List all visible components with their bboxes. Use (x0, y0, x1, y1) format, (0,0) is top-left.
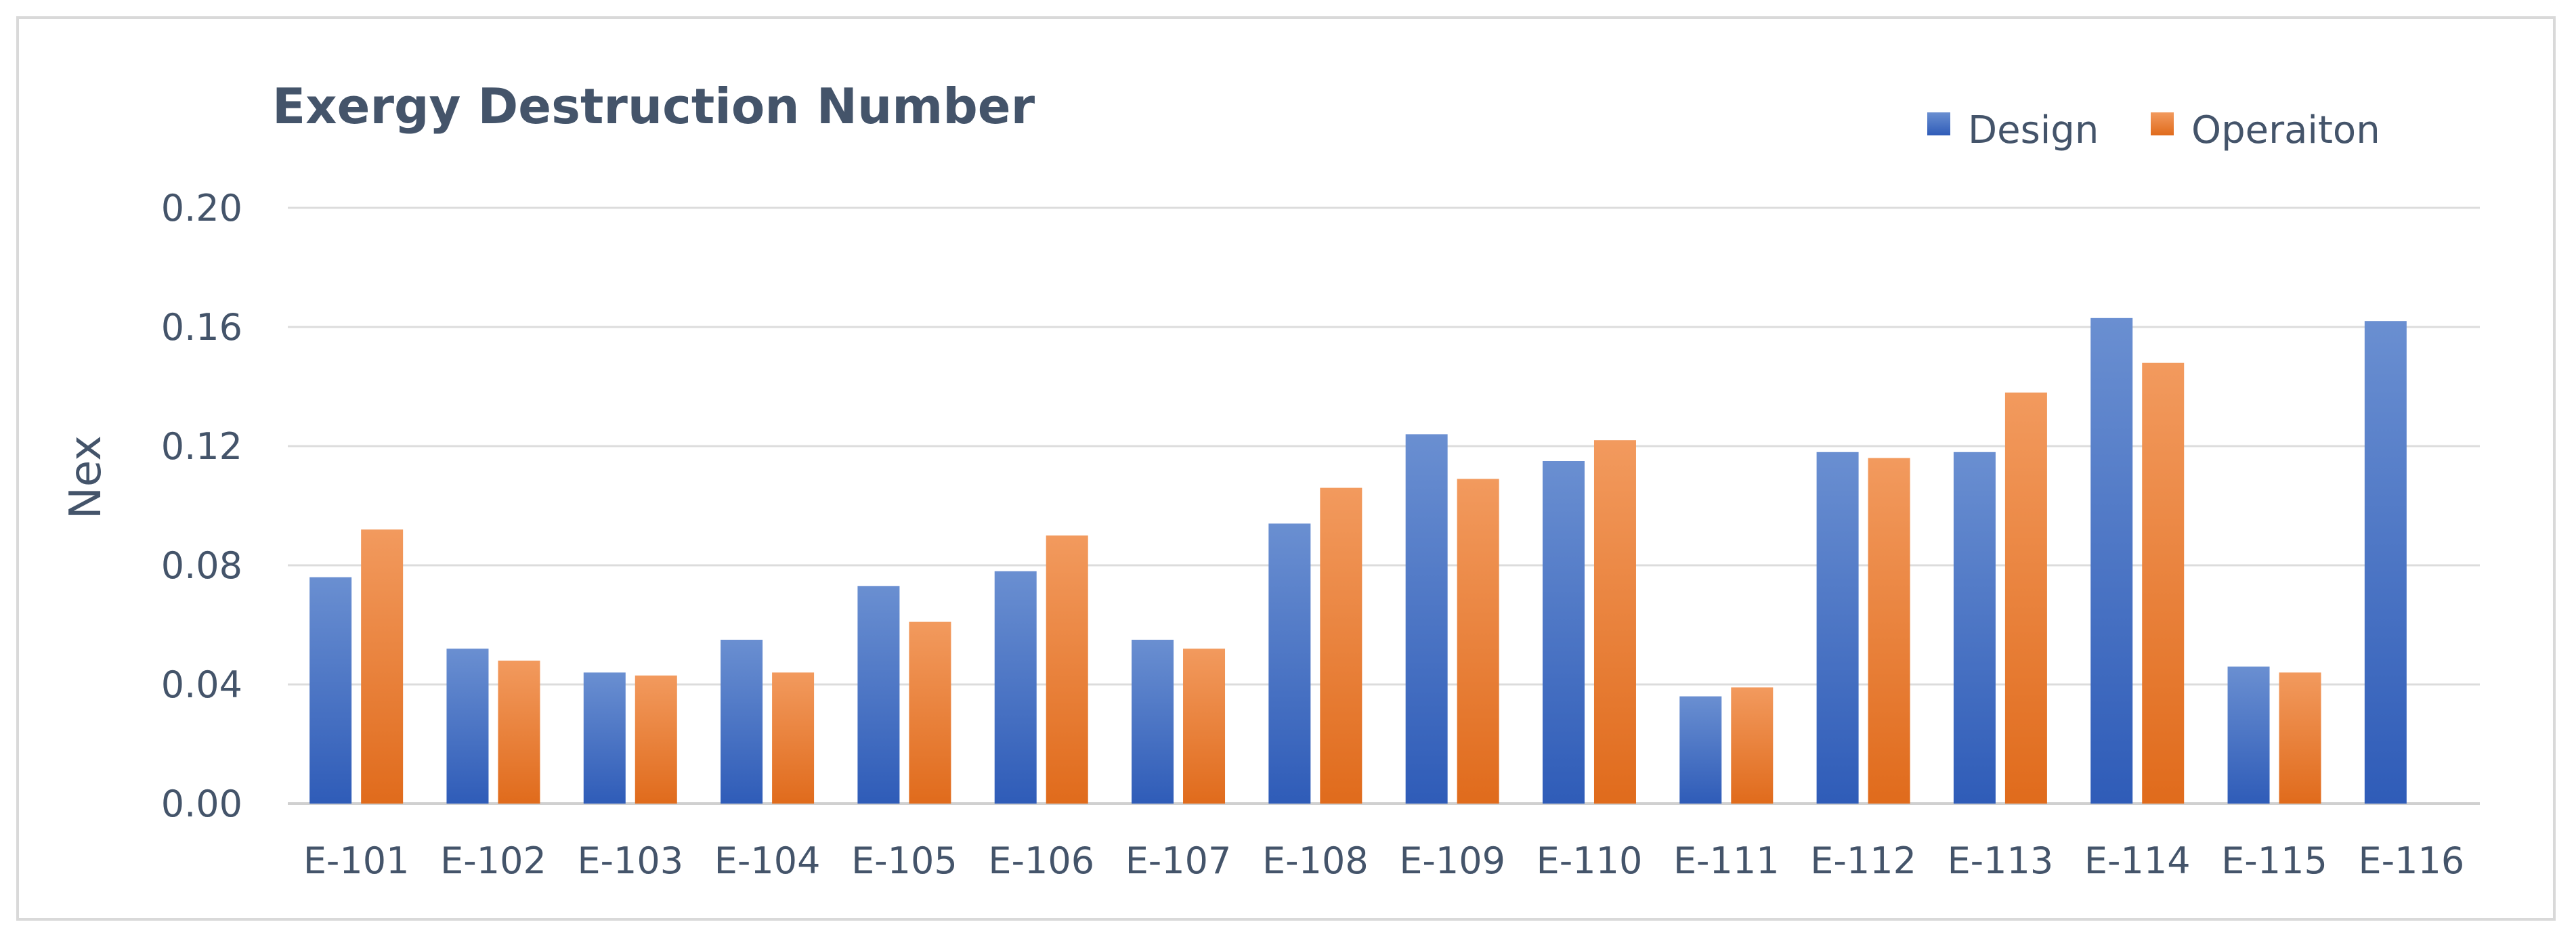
y-tick-labels: 0.00 0.04 0.08 0.12 0.16 0.20 (161, 187, 242, 825)
bar-design-e-112 (1816, 452, 1859, 804)
x-tick-label: E-105 (851, 839, 958, 882)
x-tick-label: E-102 (440, 839, 546, 882)
bar-operaiton-e-109 (1457, 479, 1499, 804)
bar-design-e-115 (2227, 666, 2270, 804)
bars (309, 318, 2407, 804)
bar-operaiton-e-106 (1046, 535, 1088, 804)
bar-operaiton-e-112 (1868, 458, 1910, 804)
x-tick-label: E-109 (1399, 839, 1505, 882)
x-tick-label: E-104 (714, 839, 821, 882)
bar-design-e-103 (583, 672, 626, 804)
x-tick-label: E-112 (1810, 839, 1916, 882)
legend: Design Operaiton (1927, 108, 2380, 152)
bar-design-e-116 (2364, 321, 2407, 804)
y-tick-label: 0.04 (161, 663, 242, 706)
bar-design-e-105 (857, 586, 900, 804)
legend-swatch-operaiton (2151, 112, 2174, 135)
legend-label-design: Design (1968, 108, 2099, 152)
x-tick-label: E-103 (577, 839, 683, 882)
bar-design-e-108 (1268, 523, 1311, 804)
bar-design-e-111 (1679, 696, 1722, 804)
x-tick-label: E-107 (1125, 839, 1232, 882)
y-tick-label: 0.12 (161, 425, 242, 468)
x-tick-label: E-111 (1673, 839, 1780, 882)
chart-title: Exergy Destruction Number (272, 78, 1035, 135)
bar-operaiton-e-111 (1731, 687, 1774, 804)
bar-operaiton-e-108 (1320, 487, 1362, 804)
x-tick-label: E-101 (303, 839, 410, 882)
bar-operaiton-e-102 (498, 660, 540, 804)
bar-design-e-110 (1542, 461, 1585, 804)
bar-operaiton-e-104 (772, 672, 815, 804)
bar-design-e-107 (1132, 640, 1174, 804)
bar-operaiton-e-105 (909, 621, 951, 804)
bar-operaiton-e-110 (1593, 440, 1636, 804)
bar-operaiton-e-101 (361, 529, 404, 804)
x-tick-labels: E-101 E-102 E-103 E-104 E-105 E-106 E-107 E-108… (303, 839, 2464, 882)
bar-design-e-114 (2090, 318, 2133, 804)
legend-label-operaiton: Operaiton (2191, 108, 2380, 152)
x-tick-label: E-113 (1948, 839, 2054, 882)
x-tick-label: E-110 (1537, 839, 1643, 882)
x-tick-label: E-108 (1262, 839, 1369, 882)
y-tick-label: 0.20 (161, 187, 242, 229)
y-tick-label: 0.00 (161, 783, 242, 825)
x-tick-label: E-115 (2221, 839, 2327, 882)
bar-design-e-113 (1953, 452, 1996, 804)
bar-operaiton-e-115 (2279, 672, 2321, 804)
x-tick-label: E-114 (2084, 839, 2191, 882)
bar-design-e-106 (994, 571, 1037, 804)
bar-operaiton-e-114 (2142, 362, 2185, 804)
y-axis-label: Nex (61, 435, 111, 519)
bar-design-e-102 (446, 649, 489, 804)
x-tick-label: E-106 (988, 839, 1094, 882)
bar-design-e-101 (309, 577, 352, 804)
y-tick-label: 0.16 (161, 306, 242, 349)
bar-design-e-104 (721, 640, 763, 804)
y-tick-label: 0.08 (161, 544, 242, 587)
bar-design-e-109 (1405, 434, 1448, 804)
bar-operaiton-e-107 (1183, 649, 1226, 804)
x-tick-label: E-116 (2359, 839, 2465, 882)
bar-operaiton-e-113 (2004, 392, 2047, 804)
bar-operaiton-e-103 (635, 675, 677, 804)
legend-swatch-design (1927, 112, 1950, 135)
